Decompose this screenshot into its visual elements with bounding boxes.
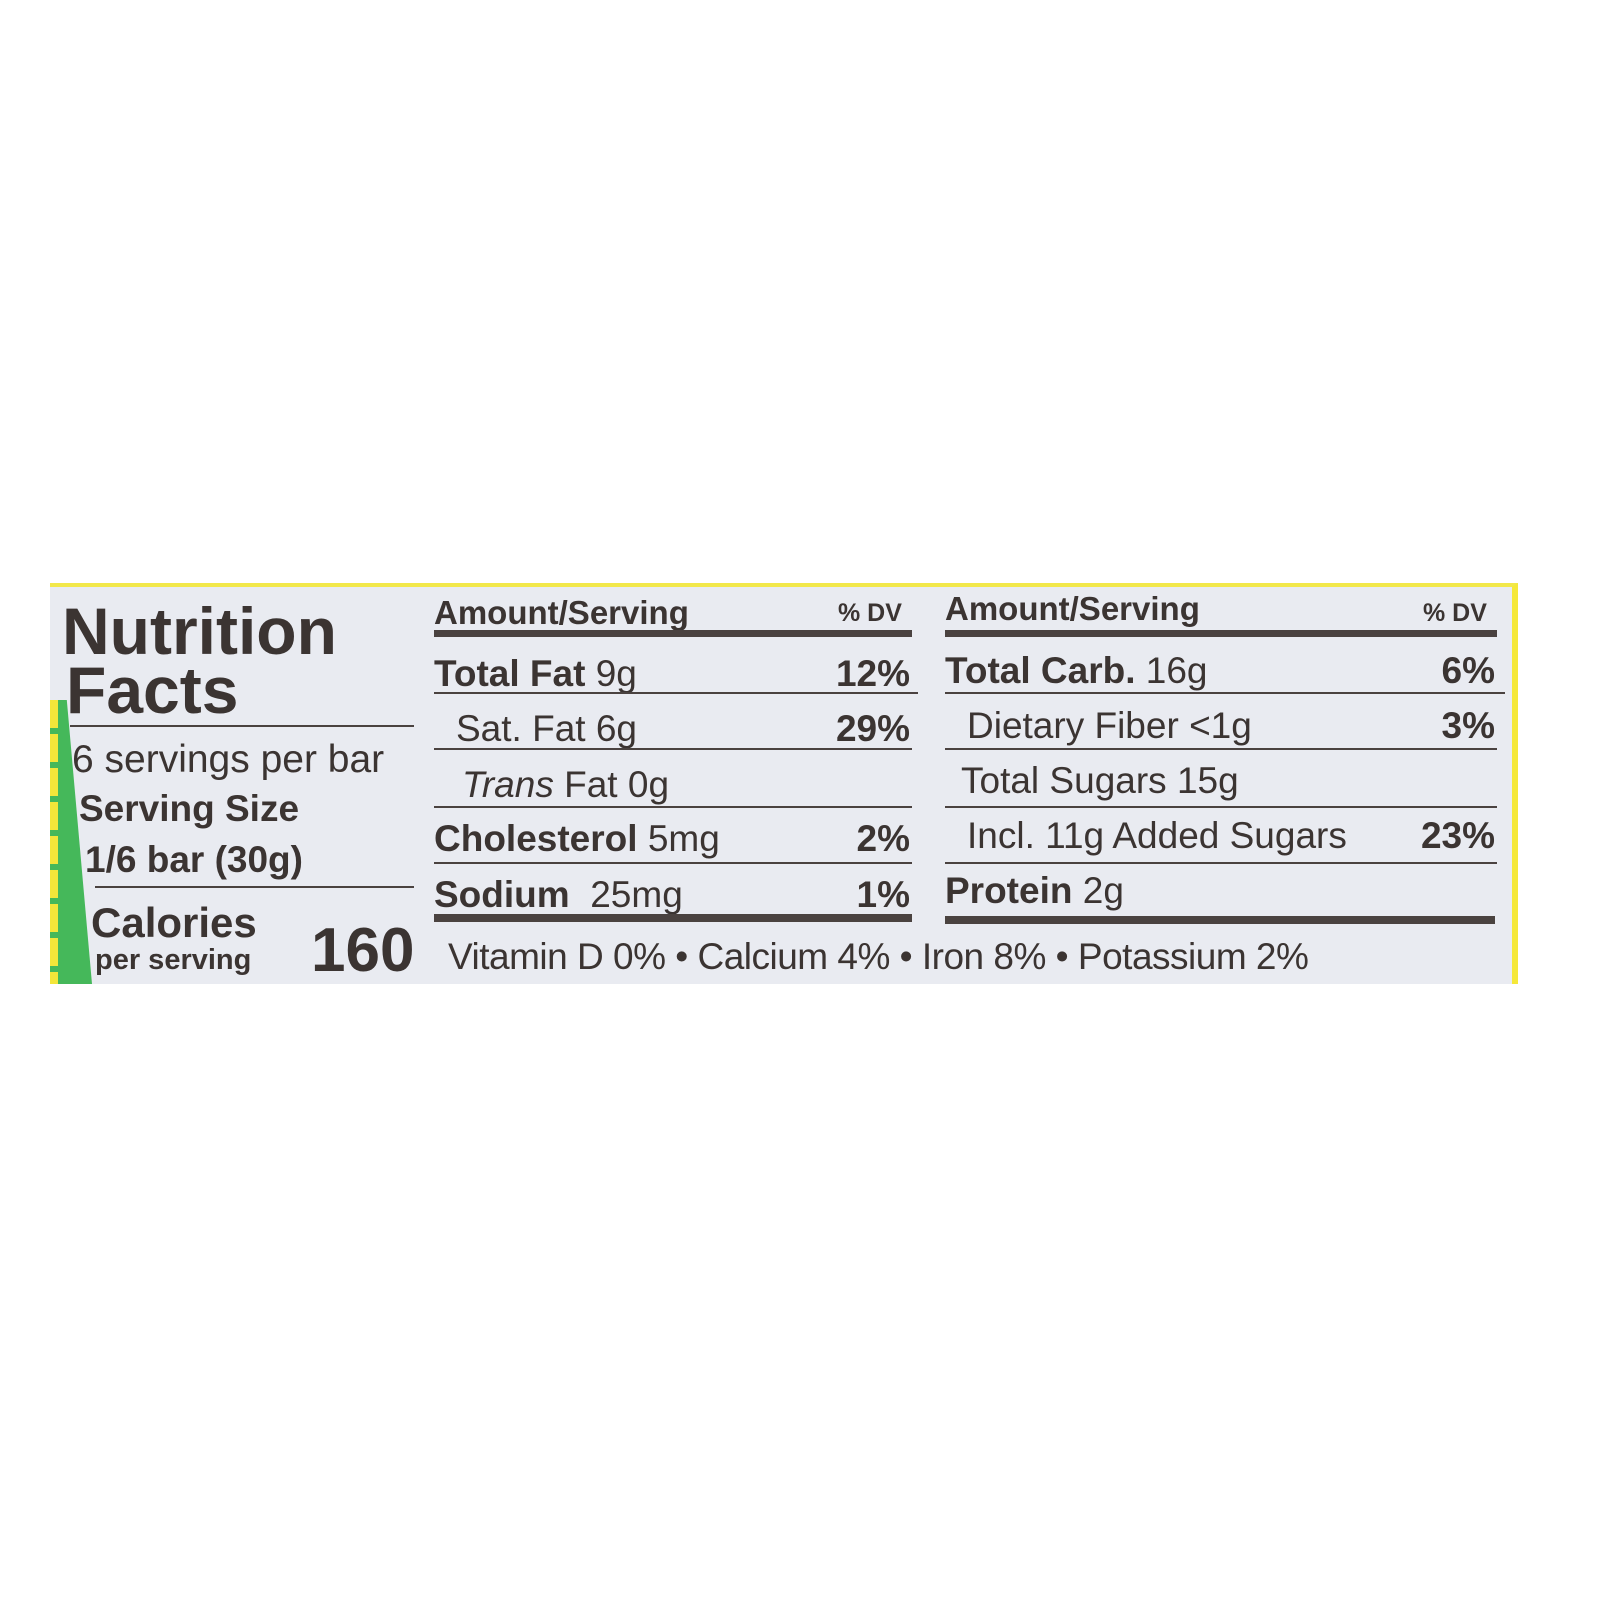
package-yellow-dots <box>50 700 58 984</box>
divider <box>434 692 918 694</box>
row-sodium: Sodium 25mg 1% <box>434 874 910 915</box>
thick-rule <box>434 630 912 637</box>
row-sat-fat: Sat. Fat 6g 29% <box>456 708 910 749</box>
calories-label: Calories <box>91 899 257 946</box>
row-total-sugars: Total Sugars 15g <box>961 760 1239 801</box>
row-dietary-fiber: Dietary Fiber <1g 3% <box>967 705 1495 746</box>
divider <box>434 748 912 750</box>
row-total-carb: Total Carb. 16g 6% <box>945 650 1495 691</box>
thick-rule <box>945 630 1497 637</box>
row-protein: Protein 2g <box>945 870 1124 911</box>
divider <box>434 862 912 864</box>
dv-header-right: % DV <box>1423 599 1487 627</box>
row-total-fat: Total Fat 9g 12% <box>434 653 910 694</box>
row-trans-fat: Trans Fat 0g <box>462 764 670 805</box>
title-facts: Facts <box>66 653 239 727</box>
calories-sub: per serving <box>95 944 252 976</box>
row-cholesterol: Cholesterol 5mg 2% <box>434 818 910 859</box>
dv-header-left: % DV <box>838 599 902 627</box>
divider <box>945 748 1497 750</box>
serving-size-label: Serving Size <box>79 788 300 829</box>
divider <box>70 725 414 727</box>
title-nutrition: Nutrition <box>62 594 337 668</box>
divider <box>95 886 414 888</box>
thick-rule <box>945 916 1495 924</box>
divider <box>434 806 912 808</box>
calories-value: 160 <box>311 916 415 985</box>
divider <box>945 862 1497 864</box>
amount-serving-header-right: Amount/Serving <box>945 590 1200 627</box>
row-added-sugars: Incl. 11g Added Sugars 23% <box>967 815 1495 856</box>
divider <box>945 692 1505 694</box>
amount-serving-header-left: Amount/Serving <box>434 594 689 631</box>
micronutrients-line: Vitamin D 0% • Calcium 4% • Iron 8% • Po… <box>448 936 1309 977</box>
serving-size-value: 1/6 bar (30g) <box>85 839 303 880</box>
servings-per-container: 6 servings per bar <box>72 738 385 781</box>
divider <box>945 806 1497 808</box>
thick-rule <box>434 914 912 922</box>
